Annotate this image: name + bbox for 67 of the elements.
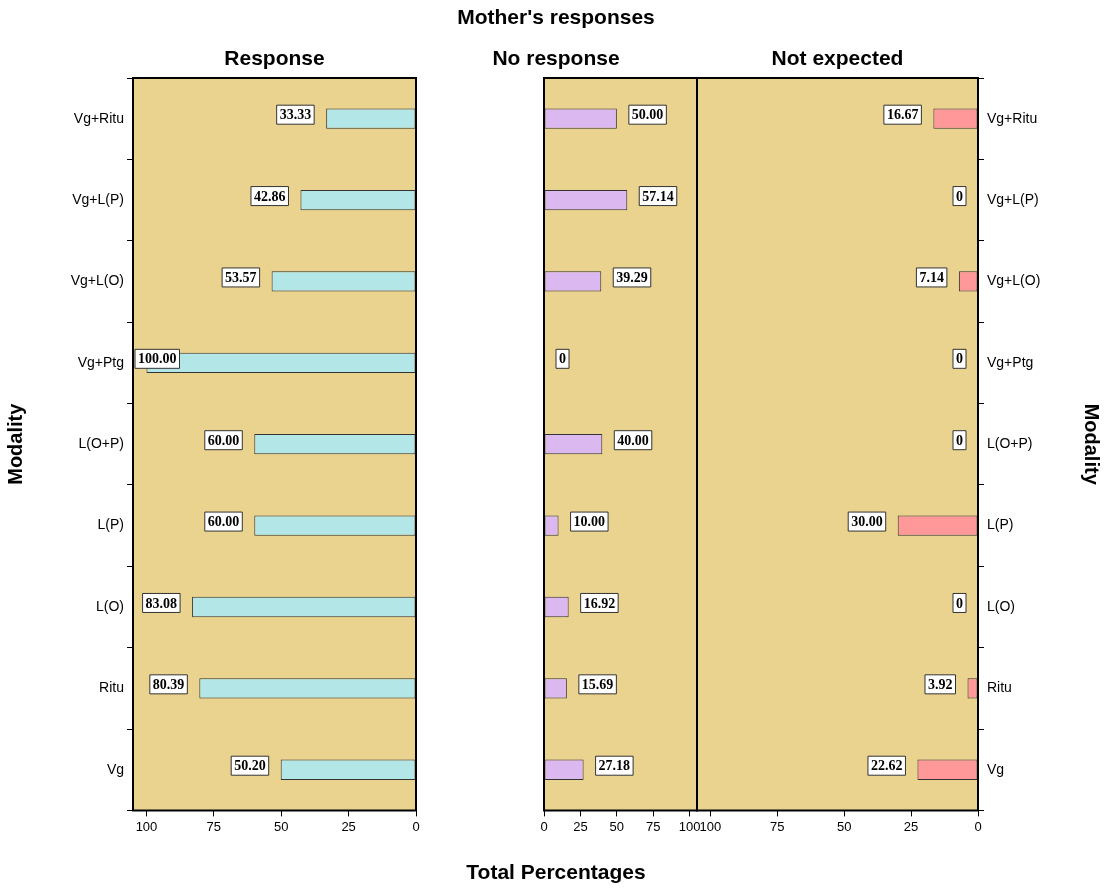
y-tick-label: Vg+L(O) <box>70 272 124 289</box>
data-label: 30.00 <box>851 514 883 530</box>
data-label: 0 <box>559 351 566 367</box>
data-label: 0 <box>956 595 963 611</box>
chart-title: Mother's responses <box>456 5 656 29</box>
data-label: 42.86 <box>253 188 286 204</box>
x-tick-label: 25 <box>903 818 919 834</box>
data-label: 27.18 <box>598 758 631 774</box>
data-label: 16.92 <box>583 595 616 611</box>
y-tick-label: Vg+Ritu <box>73 109 124 126</box>
data-label: 80.39 <box>152 676 185 692</box>
data-label: 7.14 <box>919 270 944 286</box>
y-tick-label: L(O) <box>96 597 124 614</box>
x-tick-label: 100 <box>699 818 722 834</box>
data-label: 15.69 <box>581 676 614 692</box>
y-tick-label: L(O+P) <box>78 435 124 452</box>
y-tick-label: Vg+Ptg <box>987 353 1034 370</box>
x-tick-label: 50 <box>836 818 852 834</box>
y-axis-title: Modality <box>1081 403 1104 486</box>
data-label: 3.92 <box>928 676 953 692</box>
data-label: 0 <box>956 432 963 448</box>
y-tick-label: Vg <box>987 760 1005 777</box>
y-tick-label: Vg+Ritu <box>987 109 1038 126</box>
x-tick-label: 0 <box>974 818 982 834</box>
x-tick-label: 100 <box>678 818 701 834</box>
chart-title: Response <box>223 46 326 70</box>
data-label: 22.62 <box>870 758 903 774</box>
chart-subtitle: No response <box>491 46 621 70</box>
data-label: 0 <box>956 351 963 367</box>
x-axis-title: Total Percentages <box>465 860 647 884</box>
y-tick-label: Vg+L(P) <box>987 190 1039 207</box>
x-tick-label: 25 <box>341 818 356 834</box>
y-tick-label: L(P) <box>97 516 124 533</box>
y-tick-label: Vg+Ptg <box>77 353 124 370</box>
data-label: 60.00 <box>207 514 240 530</box>
data-label: 50.20 <box>234 758 266 774</box>
y-tick-label: Vg <box>106 760 124 777</box>
x-tick-label: 25 <box>573 818 588 834</box>
y-tick-label: Vg+L(O) <box>987 272 1041 289</box>
y-axis-title: Modality <box>3 402 26 485</box>
data-label: 39.29 <box>616 270 648 286</box>
data-label: 60.00 <box>207 432 240 448</box>
data-label: 16.67 <box>886 107 919 123</box>
y-tick-label: L(O+P) <box>987 435 1033 452</box>
chart-title: Not expected <box>770 46 905 70</box>
data-label: 10.00 <box>573 514 606 530</box>
y-tick-label: L(P) <box>987 516 1014 533</box>
x-tick-label: 50 <box>274 818 289 834</box>
x-tick-label: 100 <box>135 818 158 834</box>
data-label: 53.57 <box>225 270 257 286</box>
data-label: 33.33 <box>279 107 312 123</box>
data-label: 40.00 <box>617 432 649 448</box>
x-tick-label: 75 <box>770 818 785 834</box>
x-tick-label: 0 <box>540 818 548 834</box>
x-tick-label: 50 <box>609 818 625 834</box>
y-tick-label: Ritu <box>99 679 124 696</box>
data-label: 57.14 <box>642 188 674 204</box>
data-label: 100.00 <box>138 351 177 367</box>
y-tick-label: L(O) <box>987 597 1015 614</box>
x-tick-label: 0 <box>412 818 420 834</box>
data-label: 83.08 <box>145 595 178 611</box>
y-tick-label: Ritu <box>987 679 1012 696</box>
data-label: 50.00 <box>631 107 664 123</box>
data-label: 0 <box>956 188 963 204</box>
x-tick-label: 75 <box>206 818 222 834</box>
y-tick-label: Vg+L(P) <box>72 190 124 207</box>
x-tick-label: 75 <box>646 818 661 834</box>
